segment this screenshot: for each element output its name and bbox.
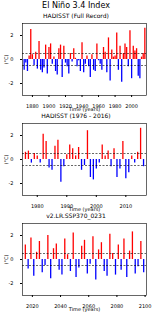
svg-text:-2: -2 (9, 80, 14, 86)
svg-text:1980: 1980 (109, 103, 122, 109)
svg-text:1900: 1900 (43, 103, 56, 109)
svg-text:Time (years): Time (years) (68, 106, 101, 113)
svg-text:1980: 1980 (31, 203, 44, 209)
svg-text:0: 0 (10, 156, 13, 162)
html-text:v2.LR.SSP370_0231: v2.LR.SSP370_0231 (46, 212, 106, 219)
html-text:HADISST (Full Record): HADISST (Full Record) (43, 12, 109, 19)
svg-text:-2: -2 (9, 280, 14, 286)
svg-text:-2: -2 (9, 180, 14, 186)
svg-text:Time (years): Time (years) (68, 306, 101, 313)
svg-text:(°C): (°C) (3, 255, 9, 265)
svg-text:(°C): (°C) (3, 55, 9, 65)
svg-text:2010: 2010 (119, 203, 132, 209)
svg-text:2080: 2080 (111, 303, 124, 309)
svg-text:2100: 2100 (139, 303, 152, 309)
svg-text:2000: 2000 (125, 103, 138, 109)
html-text:HADISST (1976 - 2016): HADISST (1976 - 2016) (41, 112, 111, 119)
svg-text:0: 0 (10, 56, 13, 62)
svg-text:1880: 1880 (26, 103, 39, 109)
svg-text:1920: 1920 (59, 103, 72, 110)
html-text:El Niño 3.4 Index: El Niño 3.4 Index (42, 1, 110, 10)
svg-text:2040: 2040 (54, 303, 67, 309)
svg-text:Time (years): Time (years) (68, 206, 101, 213)
svg-text:0: 0 (10, 256, 13, 262)
svg-text:2020: 2020 (26, 303, 39, 309)
svg-text:2: 2 (10, 232, 13, 238)
svg-text:(°C): (°C) (3, 155, 9, 165)
svg-text:2: 2 (10, 132, 13, 138)
svg-text:1990: 1990 (60, 203, 74, 210)
svg-text:2: 2 (10, 32, 13, 38)
